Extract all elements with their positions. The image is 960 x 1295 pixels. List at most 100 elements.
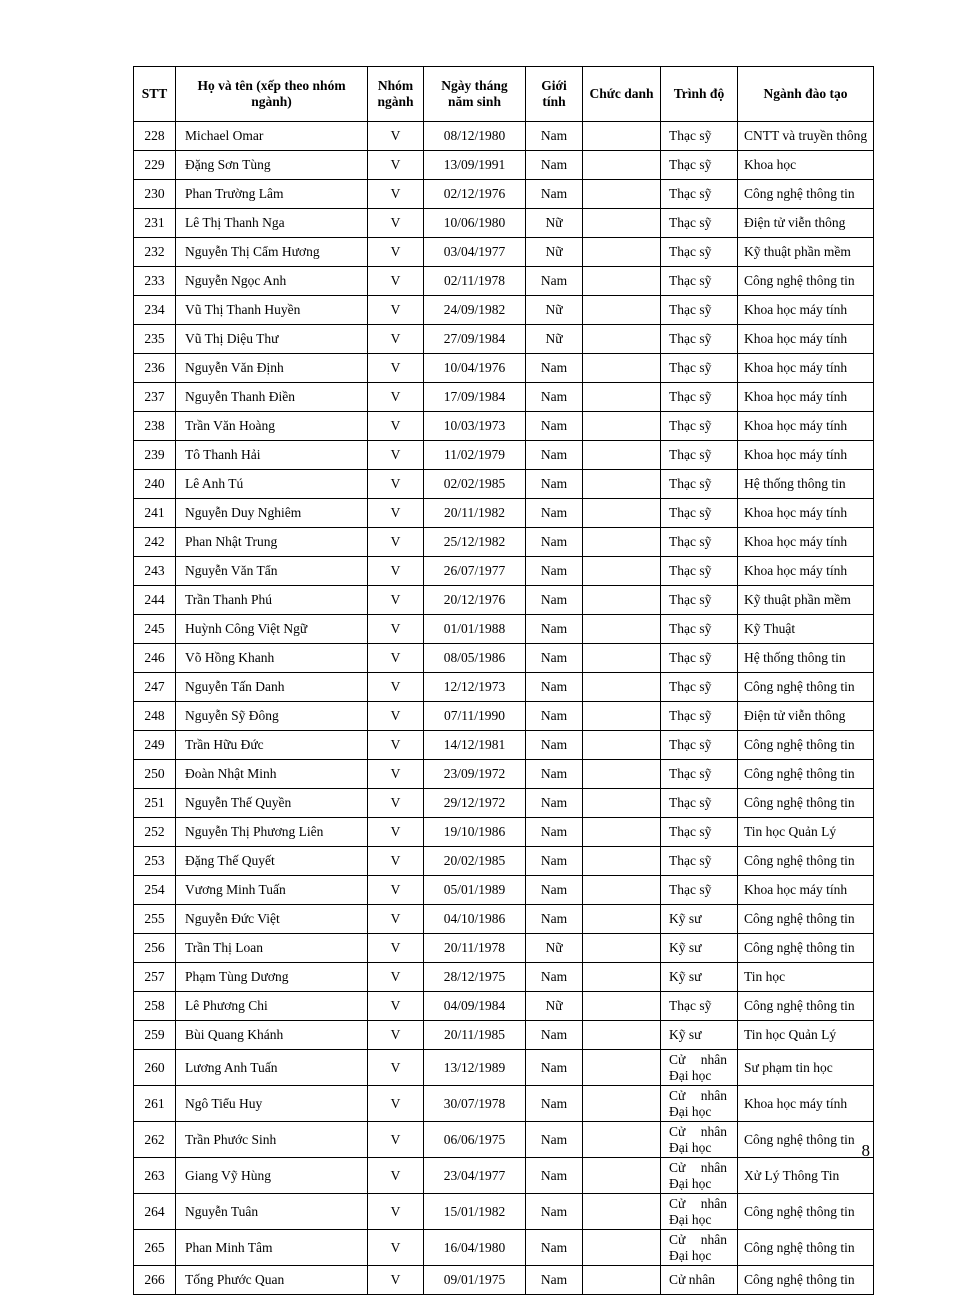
table-row: 228 Michael Omar V 08/12/1980 Nam Thạc sỹ CNTT… [133, 121, 874, 151]
cell-stt: 244 [133, 585, 176, 615]
cell-degree: Thạc sỹ [660, 817, 738, 847]
cell-degree: Thạc sỹ [660, 788, 738, 818]
cell-title [582, 875, 661, 905]
cell-name: Bùi Quang Khánh [175, 1020, 368, 1050]
table-row: 265 Phan Minh Tâm V 16/04/1980 Nam Cử nhân Đạ… [133, 1229, 874, 1266]
cell-title [582, 904, 661, 934]
cell-major: Tin học [737, 962, 874, 992]
cell-gender: Nữ [525, 295, 583, 325]
cell-degree: Thạc sỹ [660, 208, 738, 238]
cell-gender: Nam [525, 614, 583, 644]
cell-title [582, 1020, 661, 1050]
cell-stt: 232 [133, 237, 176, 267]
cell-gender: Nam [525, 759, 583, 789]
cell-stt: 251 [133, 788, 176, 818]
cell-major: Công nghệ thông tin [737, 1193, 874, 1230]
cell-group: V [367, 759, 424, 789]
cell-group: V [367, 121, 424, 151]
cell-gender: Nữ [525, 324, 583, 354]
cell-degree: Kỹ sư [660, 904, 738, 934]
cell-stt: 230 [133, 179, 176, 209]
cell-stt: 252 [133, 817, 176, 847]
cell-gender: Nam [525, 150, 583, 180]
cell-name: Đặng Thế Quyết [175, 846, 368, 876]
cell-dob: 20/11/1985 [423, 1020, 526, 1050]
cell-group: V [367, 614, 424, 644]
table-row: 231 Lê Thị Thanh Nga V 10/06/1980 Nữ Thạc sỹ Đ… [133, 208, 874, 238]
cell-gender: Nam [525, 701, 583, 731]
cell-title [582, 1049, 661, 1086]
cell-title [582, 817, 661, 847]
cell-name: Nguyễn Văn Tẩn [175, 556, 368, 586]
cell-dob: 02/02/1985 [423, 469, 526, 499]
cell-stt: 261 [133, 1085, 176, 1122]
cell-title [582, 411, 661, 441]
cell-title [582, 179, 661, 209]
cell-degree: Thạc sỹ [660, 730, 738, 760]
cell-group: V [367, 701, 424, 731]
cell-gender: Nam [525, 817, 583, 847]
header-dob: Ngày tháng năm sinh [423, 66, 526, 122]
cell-major: CNTT và truyền thông [737, 121, 874, 151]
cell-degree: Cử nhân Đại học [660, 1157, 738, 1194]
header-group: Nhóm ngành [367, 66, 424, 122]
cell-title [582, 962, 661, 992]
cell-stt: 242 [133, 527, 176, 557]
cell-gender: Nam [525, 1121, 583, 1158]
cell-gender: Nam [525, 179, 583, 209]
table-row: 248 Nguyễn Sỹ Đông V 07/11/1990 Nam Thạc sỹ Đi… [133, 701, 874, 731]
cell-degree: Thạc sỹ [660, 324, 738, 354]
cell-title [582, 498, 661, 528]
table-row: 230 Phan Trường Lâm V 02/12/1976 Nam Thạc sỹ C… [133, 179, 874, 209]
cell-gender: Nam [525, 585, 583, 615]
cell-group: V [367, 527, 424, 557]
cell-title [582, 266, 661, 296]
cell-gender: Nam [525, 556, 583, 586]
cell-group: V [367, 556, 424, 586]
cell-dob: 12/12/1973 [423, 672, 526, 702]
page-number: 8 [861, 1141, 871, 1160]
cell-dob: 13/09/1991 [423, 150, 526, 180]
cell-degree: Thạc sỹ [660, 846, 738, 876]
cell-degree: Thạc sỹ [660, 440, 738, 470]
cell-name: Nguyễn Đức Việt [175, 904, 368, 934]
cell-degree: Thạc sỹ [660, 150, 738, 180]
cell-major: Công nghệ thông tin [737, 759, 874, 789]
cell-degree: Thạc sỹ [660, 382, 738, 412]
table-header: STT Họ và tên (xếp theo nhóm ngành) Nhóm… [133, 66, 874, 122]
table-row: 266 Tống Phước Quan V 09/01/1975 Nam Cử nhân C… [133, 1265, 874, 1295]
cell-major: Điện tử viễn thông [737, 208, 874, 238]
cell-name: Nguyễn Duy Nghiêm [175, 498, 368, 528]
cell-degree: Thạc sỹ [660, 266, 738, 296]
cell-stt: 240 [133, 469, 176, 499]
cell-major: Kỹ thuật phần mềm [737, 585, 874, 615]
cell-gender: Nam [525, 440, 583, 470]
table-row: 251 Nguyễn Thế Quyền V 29/12/1972 Nam Thạc sỹ… [133, 788, 874, 818]
cell-title [582, 469, 661, 499]
cell-stt: 257 [133, 962, 176, 992]
cell-name: Michael Omar [175, 121, 368, 151]
table-row: 242 Phan Nhật Trung V 25/12/1982 Nam Thạc sỹ K… [133, 527, 874, 557]
cell-group: V [367, 1193, 424, 1230]
cell-dob: 20/02/1985 [423, 846, 526, 876]
cell-gender: Nam [525, 875, 583, 905]
cell-group: V [367, 585, 424, 615]
cell-degree: Thạc sỹ [660, 469, 738, 499]
cell-gender: Nam [525, 1193, 583, 1230]
cell-stt: 231 [133, 208, 176, 238]
cell-gender: Nam [525, 904, 583, 934]
cell-major: Khoa học máy tính [737, 527, 874, 557]
cell-gender: Nam [525, 121, 583, 151]
cell-stt: 241 [133, 498, 176, 528]
table-row: 252 Nguyễn Thị Phương Liên V 19/10/1986 Nam T… [133, 817, 874, 847]
cell-title [582, 614, 661, 644]
cell-name: Trần Thị Loan [175, 933, 368, 963]
cell-dob: 20/11/1978 [423, 933, 526, 963]
cell-major: Công nghệ thông tin [737, 846, 874, 876]
cell-degree: Thạc sỹ [660, 121, 738, 151]
cell-stt: 264 [133, 1193, 176, 1230]
cell-dob: 04/09/1984 [423, 991, 526, 1021]
cell-stt: 249 [133, 730, 176, 760]
table-row: 239 Tô Thanh Hải V 11/02/1979 Nam Thạc sỹ Khoa… [133, 440, 874, 470]
cell-major: Khoa học máy tính [737, 353, 874, 383]
